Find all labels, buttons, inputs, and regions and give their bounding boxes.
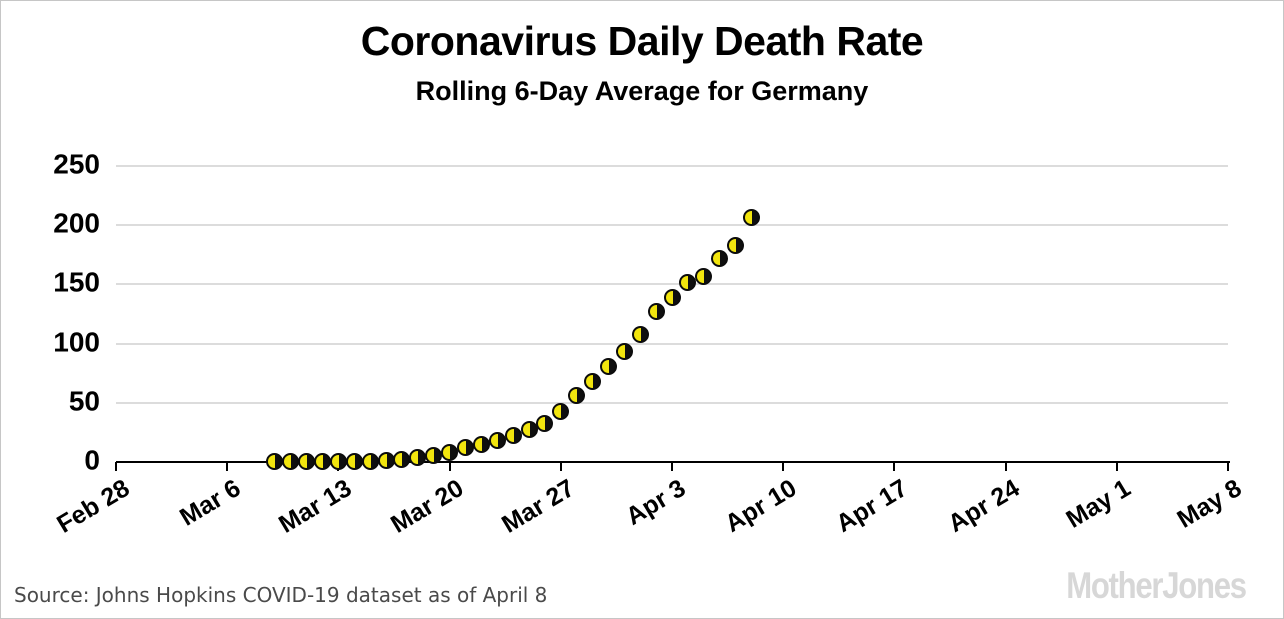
data-point-marker	[695, 267, 713, 285]
data-point-marker	[377, 451, 395, 469]
data-point-marker	[568, 386, 586, 404]
data-point-marker	[329, 453, 347, 471]
gridline-100	[116, 342, 1228, 345]
source-note: Source: Johns Hopkins COVID-19 dataset a…	[14, 583, 548, 607]
x-axis-line	[116, 461, 1230, 463]
data-point-marker	[552, 402, 570, 420]
x-axis-tick-7	[893, 462, 896, 471]
data-point-marker	[345, 452, 363, 470]
data-point-marker	[504, 426, 522, 444]
data-point-marker	[631, 325, 649, 343]
data-point-marker	[282, 453, 300, 471]
data-point-marker	[488, 431, 506, 449]
chart-title: Coronavirus Daily Death Rate	[360, 18, 924, 64]
data-point-marker	[663, 288, 681, 306]
data-point-marker	[679, 273, 697, 291]
x-axis-tick-9	[1115, 462, 1118, 471]
data-point-marker	[298, 453, 316, 471]
x-axis-tick-8	[1004, 462, 1007, 471]
data-point-marker	[599, 357, 617, 375]
data-point-marker	[441, 443, 459, 461]
data-point-marker	[536, 415, 554, 433]
y-axis-label-0: 0	[84, 444, 100, 476]
gridline-200	[116, 224, 1228, 227]
data-point-marker	[266, 453, 284, 471]
y-axis-label-50: 50	[68, 385, 100, 417]
x-axis-tick-5	[671, 462, 673, 471]
data-point-marker	[742, 209, 760, 226]
data-point-marker	[711, 250, 729, 268]
data-point-marker	[314, 453, 331, 471]
data-point-marker	[409, 449, 427, 467]
data-point-marker	[456, 438, 474, 456]
gridline-250	[116, 165, 1228, 167]
gridline-150	[116, 283, 1228, 286]
data-point-marker	[727, 237, 745, 255]
y-axis-label-100: 100	[53, 326, 100, 358]
x-axis-tick-4	[559, 462, 562, 471]
gridline-50	[116, 401, 1228, 404]
data-point-marker	[520, 421, 538, 439]
x-axis-tick-10	[1227, 462, 1229, 471]
data-point-marker	[393, 450, 411, 468]
x-axis-tick-6	[782, 462, 785, 471]
data-point-marker	[472, 435, 490, 453]
data-point-marker	[361, 452, 379, 470]
chart-subtitle: Rolling 6-Day Average for Germany	[415, 76, 869, 106]
x-axis-tick-1	[226, 462, 229, 471]
data-point-marker	[647, 302, 665, 320]
y-axis-label-150: 150	[53, 267, 100, 299]
y-axis-label-250: 250	[53, 148, 100, 180]
x-axis-tick-0	[115, 462, 117, 471]
x-axis-tick-3	[448, 462, 451, 471]
motherjones-logo: MotherJones	[1066, 565, 1247, 606]
data-point-marker	[584, 372, 602, 390]
y-axis-label-200: 200	[53, 207, 100, 239]
data-point-marker	[615, 343, 633, 361]
